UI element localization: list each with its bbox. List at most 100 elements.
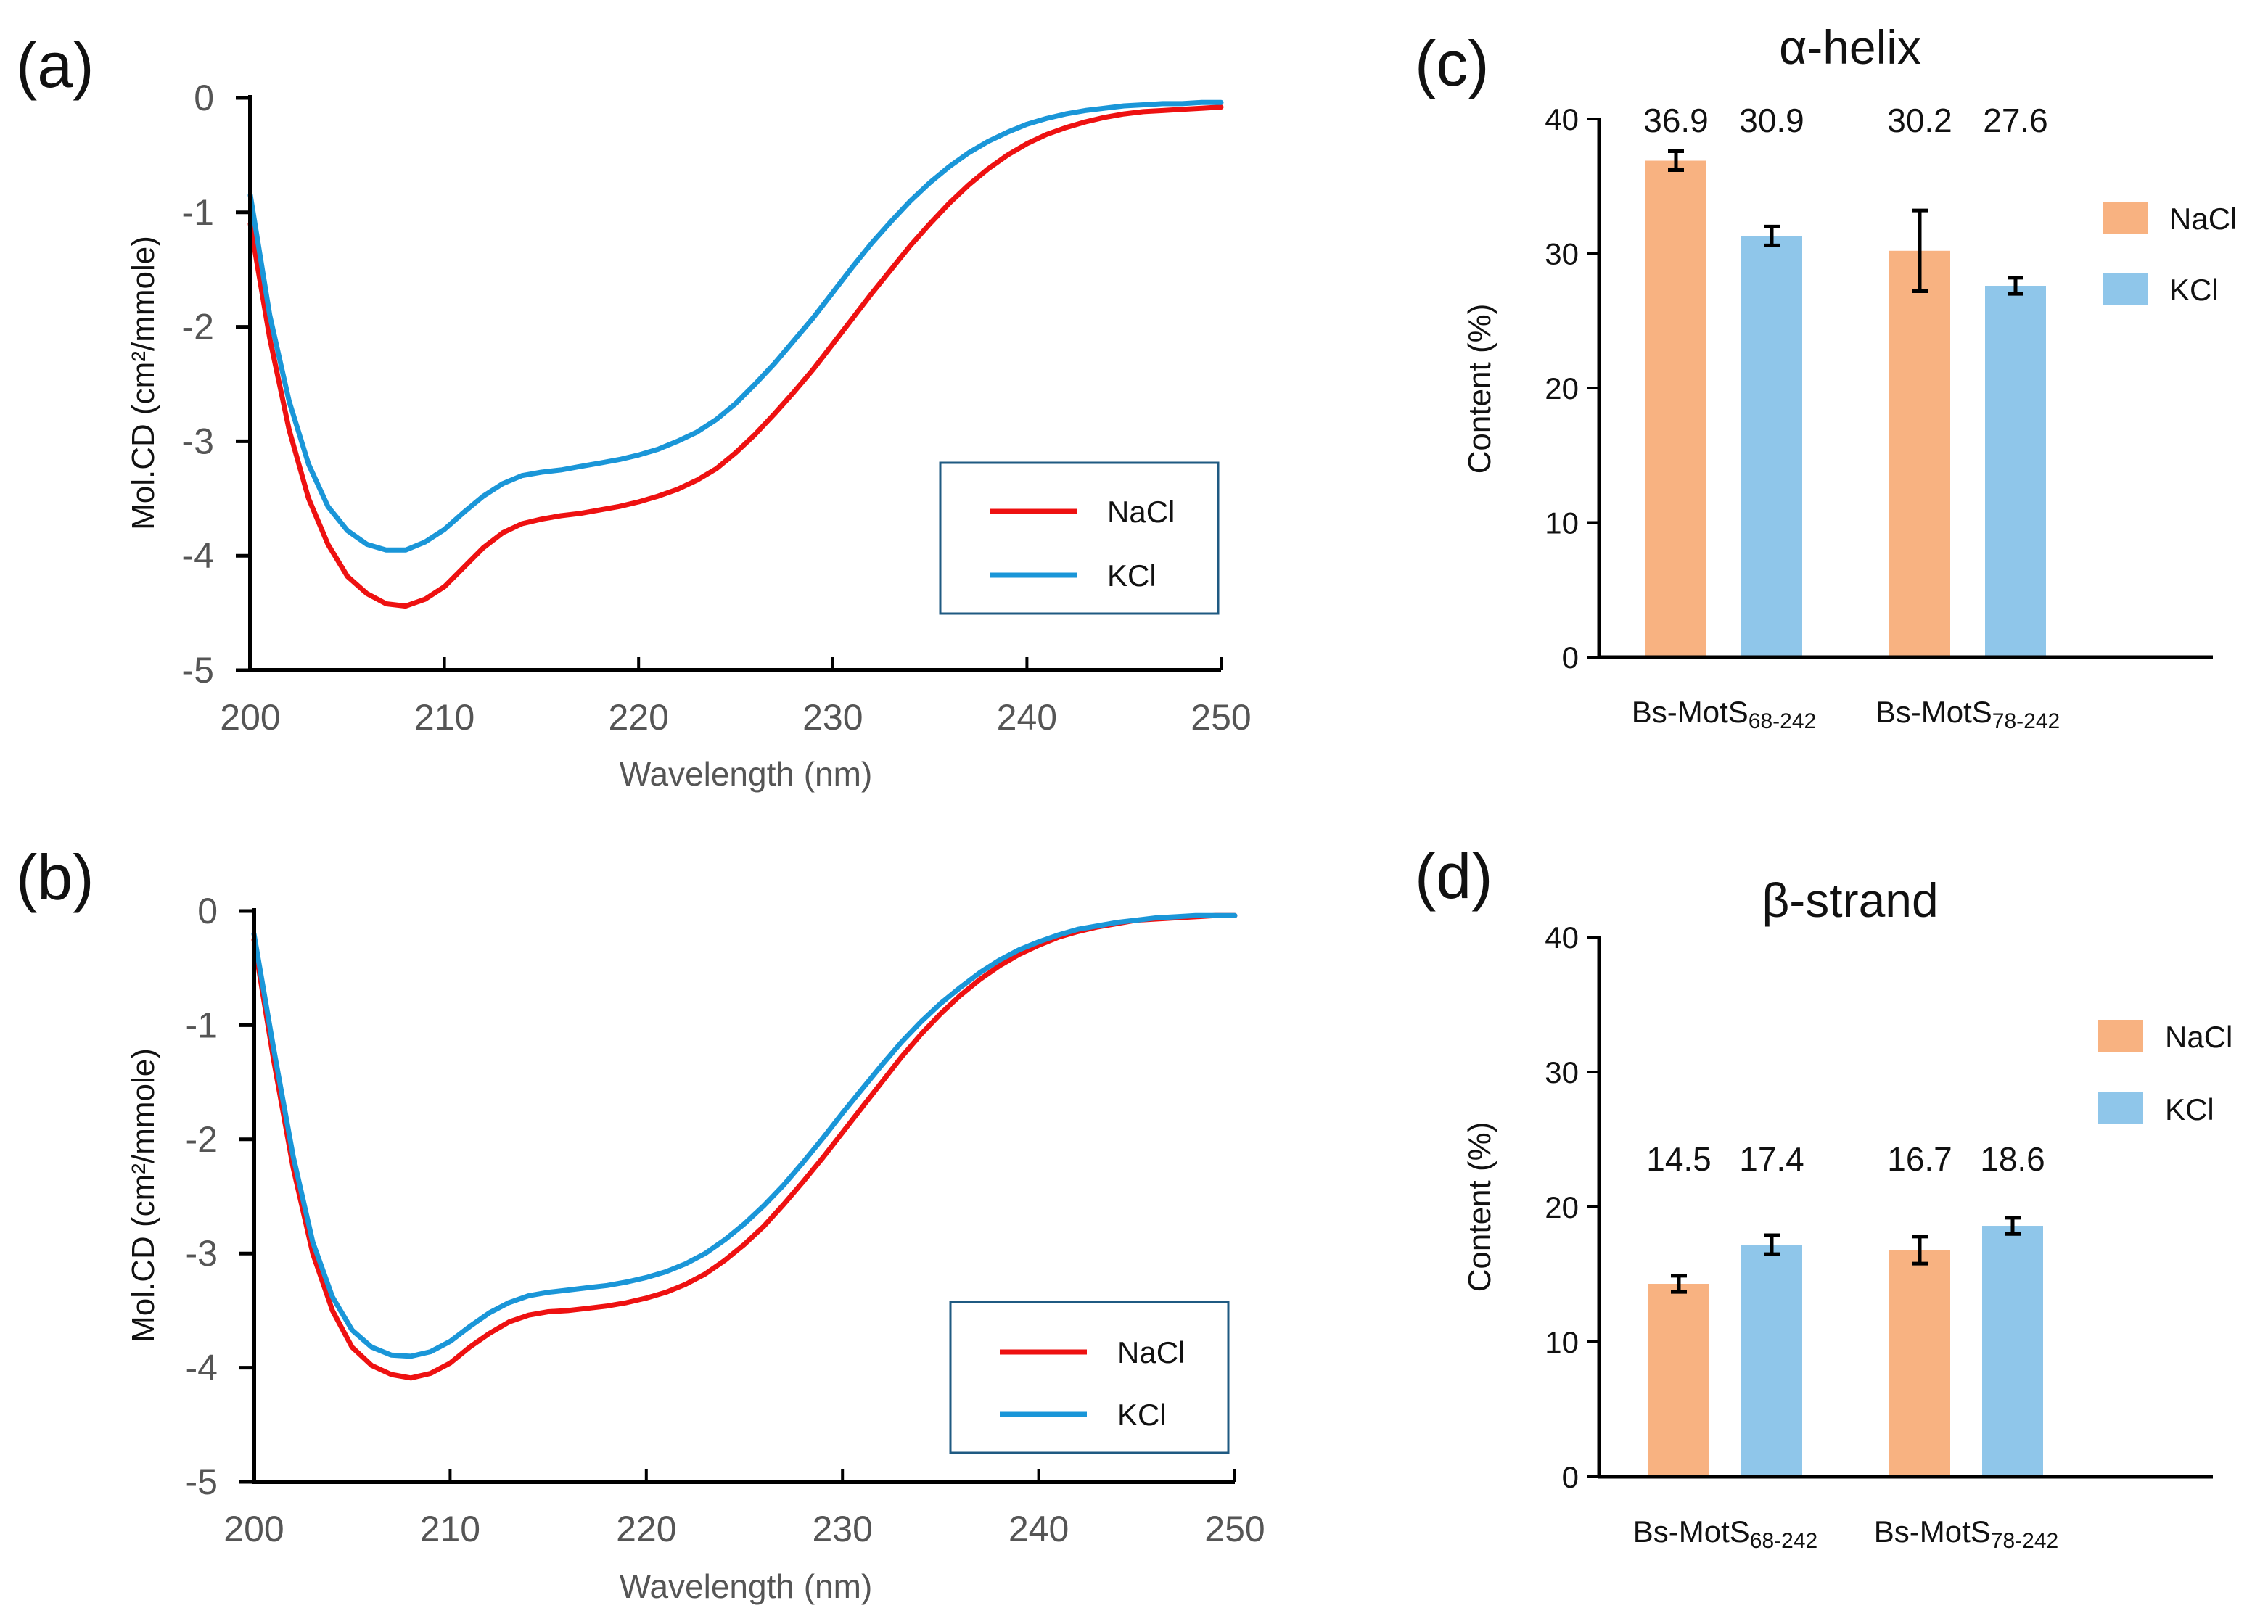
category-name: Bs-MotS xyxy=(1874,1514,1991,1549)
legend-swatch-kcl xyxy=(2098,1092,2143,1124)
y-tick-label: -2 xyxy=(186,1119,218,1160)
y-axis-title: Content (%) xyxy=(1462,1122,1497,1293)
category-subscript: 68-242 xyxy=(1749,709,1816,733)
x-tick-label: 220 xyxy=(608,697,668,738)
category-label: Bs-MotS78-242 xyxy=(1874,1514,2058,1553)
chart-title: α-helix xyxy=(1779,20,1921,74)
legend-label-nacl: NaCl xyxy=(1107,495,1175,529)
bar-nacl xyxy=(1648,1284,1709,1477)
panel-label-d: (d) xyxy=(1415,840,1493,912)
x-tick-label: 210 xyxy=(414,697,474,738)
legend-label-kcl: KCl xyxy=(2165,1092,2214,1126)
y-tick-label: -1 xyxy=(186,1005,218,1045)
category-label: Bs-MotS68-242 xyxy=(1633,1514,1817,1553)
series-line-kcl xyxy=(247,99,1224,553)
panel-label-a: (a) xyxy=(16,29,94,101)
category-label: Bs-MotS68-242 xyxy=(1632,695,1816,733)
bar-nacl xyxy=(1645,160,1706,657)
bar-kcl xyxy=(1982,1226,2043,1477)
x-axis-title: Wavelength (nm) xyxy=(620,755,873,793)
panel-a-cd-spectrum: (a) Wavelength (nm) Mol.CD (cm²/mmole) 0… xyxy=(16,29,1252,793)
legend-label-nacl: NaCl xyxy=(2169,202,2237,236)
category-name: Bs-MotS xyxy=(1632,695,1749,729)
bar-kcl xyxy=(1741,236,1802,657)
panel-d-beta-strand-bars: (d) β-strand Content (%) 0 10 20 30 40 Bs-Mot… xyxy=(1415,840,2232,1553)
chart-title: β-strand xyxy=(1762,873,1938,927)
legend: NaCl KCl xyxy=(2103,202,2237,307)
legend-swatch-nacl xyxy=(2098,1020,2143,1052)
y-tick-label: 10 xyxy=(1545,506,1579,540)
bar-nacl xyxy=(1889,1250,1950,1477)
bar-kcl xyxy=(1985,286,2046,657)
data-label: 17.4 xyxy=(1739,1140,1804,1178)
legend: NaCl KCl xyxy=(2098,1020,2232,1126)
y-axis-title: Content (%) xyxy=(1462,304,1497,474)
y-axis-title: Mol.CD (cm²/mmole) xyxy=(126,1048,161,1343)
y-tick-label: 20 xyxy=(1545,1190,1579,1224)
y-tick-label: -3 xyxy=(182,421,214,461)
x-tick-label: 230 xyxy=(812,1509,872,1549)
y-tick-label: 40 xyxy=(1545,102,1579,136)
legend: NaCl KCl xyxy=(939,461,1220,615)
axes xyxy=(239,908,1236,1484)
y-tick-label: 0 xyxy=(194,78,214,118)
panel-label-c: (c) xyxy=(1415,28,1490,99)
y-tick-label: 10 xyxy=(1545,1325,1579,1359)
y-tick-label: -1 xyxy=(182,192,214,233)
y-tick-label: 30 xyxy=(1545,237,1579,271)
legend-swatch-kcl xyxy=(2103,273,2148,305)
series-line-kcl xyxy=(251,912,1238,1359)
y-tick-label: 0 xyxy=(197,891,218,931)
legend-label-kcl: KCl xyxy=(1107,558,1156,593)
bars: 36.9 30.9 30.2 27.6 xyxy=(1643,102,2048,657)
legend-box xyxy=(949,1301,1230,1454)
data-label: 27.6 xyxy=(1983,102,2048,139)
legend-label-kcl: KCl xyxy=(2169,273,2219,307)
bars: 14.5 17.4 16.7 18.6 xyxy=(1646,1140,2045,1477)
x-axis-title: Wavelength (nm) xyxy=(620,1567,873,1605)
legend-label-kcl: KCl xyxy=(1117,1398,1167,1432)
legend-swatch-nacl xyxy=(2103,202,2148,234)
category-subscript: 68-242 xyxy=(1750,1529,1817,1553)
x-tick-label: 200 xyxy=(223,1509,284,1549)
y-tick-label: 30 xyxy=(1545,1055,1579,1089)
legend-box xyxy=(939,461,1220,615)
panel-c-alpha-helix-bars: (c) α-helix Content (%) 0 10 20 30 40 Bs-MotS… xyxy=(1415,20,2237,733)
y-tick-label: 0 xyxy=(1562,640,1579,675)
series-lines xyxy=(247,99,1224,609)
x-tick-label: 240 xyxy=(1008,1509,1069,1549)
y-tick-label: 0 xyxy=(1562,1460,1579,1494)
data-label: 30.2 xyxy=(1887,102,1952,139)
data-label: 30.9 xyxy=(1739,102,1804,139)
category-name: Bs-MotS xyxy=(1875,695,1992,729)
y-tick-label: -5 xyxy=(182,650,214,691)
legend-label-nacl: NaCl xyxy=(1117,1335,1185,1369)
x-tick-label: 250 xyxy=(1191,697,1251,738)
axes xyxy=(1587,118,2213,659)
axes xyxy=(236,95,1223,672)
series-lines xyxy=(251,912,1238,1381)
x-tick-label: 240 xyxy=(997,697,1057,738)
category-label: Bs-MotS78-242 xyxy=(1875,695,2060,733)
data-label: 14.5 xyxy=(1646,1140,1712,1178)
legend-label-nacl: NaCl xyxy=(2165,1020,2232,1054)
y-tick-label: 40 xyxy=(1545,920,1579,955)
y-tick-label: -2 xyxy=(182,307,214,347)
series-line-nacl xyxy=(247,104,1224,609)
panel-label-b: (b) xyxy=(16,841,94,913)
data-label: 18.6 xyxy=(1980,1140,2045,1178)
x-tick-label: 210 xyxy=(420,1509,480,1549)
legend: NaCl KCl xyxy=(949,1301,1230,1454)
category-name: Bs-MotS xyxy=(1633,1514,1750,1549)
category-subscript: 78-242 xyxy=(1992,709,2060,733)
x-tick-label: 200 xyxy=(220,697,280,738)
y-tick-label: -4 xyxy=(182,535,214,576)
axes xyxy=(1587,936,2213,1479)
y-tick-label: -4 xyxy=(186,1348,218,1388)
y-tick-label: 20 xyxy=(1545,371,1579,405)
data-label: 36.9 xyxy=(1643,102,1709,139)
